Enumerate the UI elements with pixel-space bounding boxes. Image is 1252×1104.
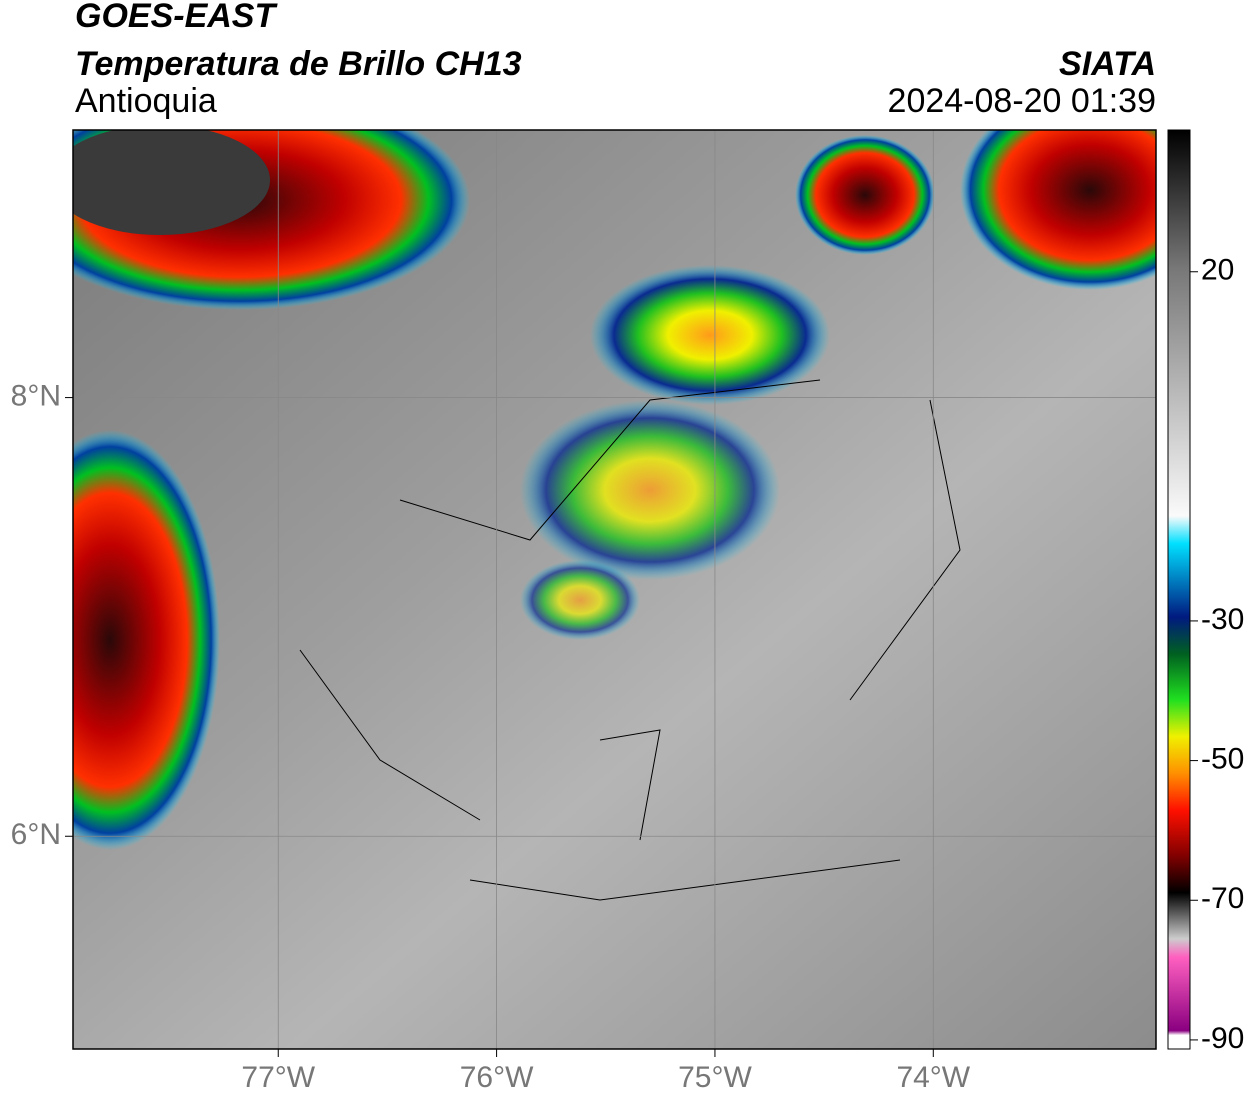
datetime: 2024-08-20 01:39 [888, 82, 1156, 120]
region: Antioquia [75, 82, 217, 120]
colorbar-tick-label: 20 [1201, 254, 1234, 287]
colorbar-tick-label: -30 [1201, 603, 1244, 636]
colorbar-tick-label: -90 [1201, 1022, 1244, 1055]
map-image [73, 130, 1156, 1049]
source: SIATA [1059, 45, 1156, 83]
subtitle: Temperatura de Brillo CH13 [75, 45, 522, 83]
title: GOES-EAST [75, 0, 278, 35]
y-tick-label: 6°N [11, 818, 61, 851]
x-tick-label: 75°W [678, 1061, 752, 1094]
x-tick-label: 77°W [241, 1061, 315, 1094]
map-frame [72, 129, 1157, 1050]
colorbar-tick-label: -50 [1201, 743, 1244, 776]
colorbar [1167, 129, 1191, 1050]
y-tick-label: 8°N [11, 380, 61, 413]
colorbar-tick-label: -70 [1201, 882, 1244, 915]
x-tick-label: 74°W [896, 1061, 970, 1094]
x-tick-label: 76°W [460, 1061, 534, 1094]
